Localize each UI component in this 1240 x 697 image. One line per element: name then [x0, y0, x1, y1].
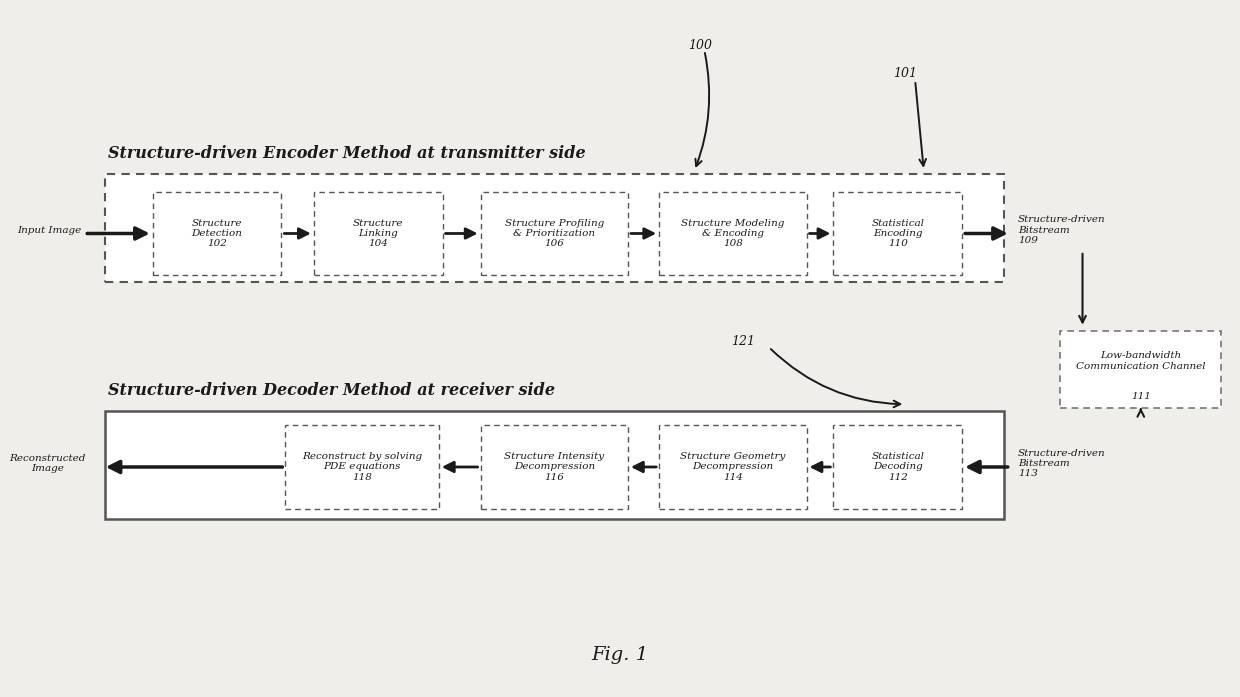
Text: Statistical
Decoding
112: Statistical Decoding 112 — [872, 452, 924, 482]
Text: Structure
Linking
104: Structure Linking 104 — [353, 219, 403, 248]
Bar — [314, 192, 443, 275]
Bar — [481, 425, 627, 509]
Text: Reconstruct by solving
PDE equations
118: Reconstruct by solving PDE equations 118 — [303, 452, 422, 482]
Bar — [660, 192, 806, 275]
Text: Structure-driven
Bitstream
109: Structure-driven Bitstream 109 — [1018, 215, 1106, 245]
Text: 121: 121 — [732, 335, 755, 348]
Text: Low-bandwidth
Communication Channel: Low-bandwidth Communication Channel — [1076, 351, 1205, 371]
Text: Fig. 1: Fig. 1 — [591, 646, 649, 664]
Bar — [153, 192, 281, 275]
Text: Structure Geometry
Decompression
114: Structure Geometry Decompression 114 — [681, 452, 785, 482]
Text: Structure
Detection
102: Structure Detection 102 — [191, 219, 243, 248]
Text: Structure Profiling
& Prioritization
106: Structure Profiling & Prioritization 106 — [505, 219, 604, 248]
Bar — [1060, 331, 1221, 408]
Text: Structure Intensity
Decompression
116: Structure Intensity Decompression 116 — [505, 452, 604, 482]
Bar — [105, 411, 1004, 519]
Bar — [285, 425, 439, 509]
Text: 100: 100 — [688, 39, 712, 52]
Bar — [833, 425, 962, 509]
Text: 101: 101 — [893, 67, 916, 79]
Bar — [833, 192, 962, 275]
Text: 111: 111 — [1131, 392, 1151, 401]
Text: Structure-driven Encoder Method at transmitter side: Structure-driven Encoder Method at trans… — [108, 145, 585, 162]
Bar — [660, 425, 806, 509]
Text: Structure Modeling
& Encoding
108: Structure Modeling & Encoding 108 — [681, 219, 785, 248]
Text: Structure-driven Decoder Method at receiver side: Structure-driven Decoder Method at recei… — [108, 382, 554, 399]
Bar — [105, 174, 1004, 282]
Bar — [481, 192, 627, 275]
Text: Structure-driven
Bitstream
113: Structure-driven Bitstream 113 — [1018, 449, 1106, 478]
Text: Input Image: Input Image — [17, 226, 82, 234]
Text: Statistical
Encoding
110: Statistical Encoding 110 — [872, 219, 924, 248]
Text: Reconstructed
Image: Reconstructed Image — [9, 454, 86, 473]
